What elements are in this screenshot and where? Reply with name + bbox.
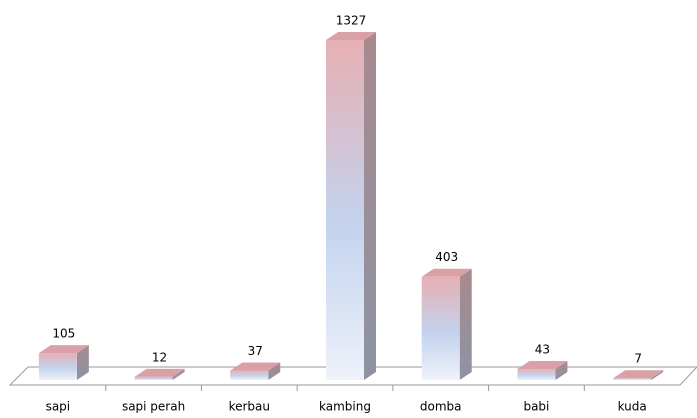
bar	[134, 368, 185, 380]
data-label: 1327	[336, 14, 367, 28]
data-label: 7	[634, 352, 642, 366]
bar-top	[134, 368, 185, 377]
bar	[326, 32, 376, 380]
bar-side	[268, 362, 281, 380]
x-tick-label: domba	[420, 400, 462, 414]
bar-side	[555, 360, 568, 380]
bar-top	[613, 370, 664, 379]
x-tick-label: babi	[523, 400, 549, 414]
bar-front	[230, 370, 269, 380]
bar	[517, 360, 568, 380]
bar-top	[38, 345, 89, 354]
bar-side	[459, 268, 472, 380]
bar-side	[651, 370, 664, 380]
bar-front	[134, 376, 173, 380]
data-label: 37	[248, 344, 263, 358]
bar-front	[38, 353, 77, 380]
bar-top	[230, 362, 281, 371]
bar-front	[613, 378, 652, 380]
data-label: 105	[52, 327, 75, 341]
x-tick-label: kuda	[618, 400, 647, 414]
bar-top	[326, 32, 376, 40]
bar-front	[421, 276, 460, 380]
bar-side	[172, 368, 185, 380]
data-label: 43	[535, 342, 550, 356]
bar-front	[326, 40, 364, 380]
bar-top	[517, 360, 568, 369]
bar-front	[517, 368, 556, 380]
x-tick-label: kerbau	[229, 400, 270, 414]
bar	[613, 370, 664, 380]
bar	[230, 362, 281, 380]
data-label: 12	[152, 350, 167, 364]
bar-top	[421, 268, 472, 277]
bar-side	[364, 32, 376, 380]
bar	[38, 345, 89, 380]
bar-side	[76, 345, 89, 380]
bar	[421, 268, 472, 380]
x-tick-label: sapi	[46, 400, 71, 414]
x-tick-label: sapi perah	[122, 400, 185, 414]
data-label: 403	[435, 250, 458, 264]
x-tick-label: kambing	[319, 400, 371, 414]
